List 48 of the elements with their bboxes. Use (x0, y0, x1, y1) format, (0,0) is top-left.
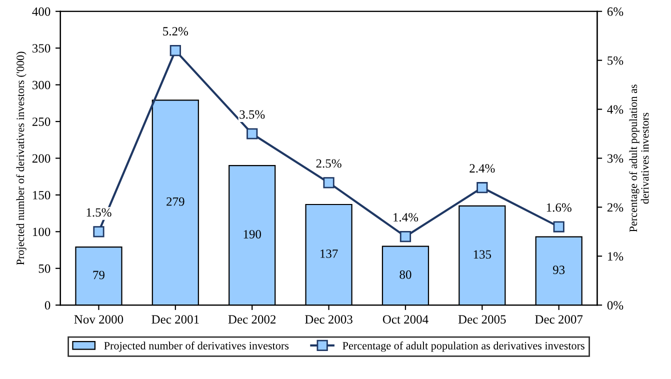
point (323, 177, 334, 188)
data-label: 1.6% (546, 203, 572, 212)
data-label: 79 (93, 270, 104, 280)
y-tick-label: 350 (32, 44, 50, 53)
legend-label: Projected number of derivatives investors (104, 342, 289, 352)
data-label: 279 (166, 197, 184, 206)
data-label: 3.5% (240, 110, 265, 119)
data-label: 1.5% (86, 208, 112, 217)
y2-axis-title: Percentage of adult population as derivatives investors (629, 84, 649, 232)
x-tick-label: Dec 2001 (152, 315, 199, 324)
y-tick-label: 50 (38, 264, 50, 273)
x-tick-label: Dec 2003 (305, 315, 352, 324)
data-label: 80 (400, 270, 412, 279)
data-label: 137 (320, 250, 338, 258)
y-tick-label: 200 (32, 154, 50, 163)
x-tick-label: Dec 2007 (535, 315, 583, 324)
x-tick-label: Nov 2000 (74, 315, 124, 324)
x-tick-label: Dec 2005 (458, 315, 506, 324)
y-tick-label: 400 (32, 7, 50, 16)
data-label: 190 (244, 230, 262, 238)
y2-tick-label: 5% (608, 56, 624, 65)
y2-tick-label: 3% (608, 154, 624, 163)
y2-tick-label: 4% (607, 105, 624, 114)
point (553, 221, 564, 232)
data-label: 2.5% (316, 159, 342, 168)
y-axis-title: Projected number of derivatives investors ('000) (16, 52, 26, 265)
y-tick-label: 150 (33, 190, 50, 200)
data-label: 5.2% (163, 27, 188, 36)
x-tick-label: Oct 2004 (382, 315, 428, 324)
point (93, 226, 104, 238)
y-tick-label: 250 (32, 118, 50, 126)
y2-tick-label: 2% (607, 203, 624, 212)
point (170, 44, 181, 56)
x-tick-label: Dec 2002 (228, 315, 276, 324)
data-label: 1.4% (394, 213, 418, 222)
data-label: 2.4% (470, 164, 495, 173)
y-tick-label: 0 (44, 301, 50, 310)
point (400, 231, 412, 242)
y-tick-label: 100 (33, 228, 50, 236)
y2-tick-label: 1% (608, 252, 624, 261)
point (476, 182, 488, 194)
y2-tick-label: 0% (607, 301, 624, 310)
legend-label: Percentage of adult population as derivatives investors (342, 342, 584, 352)
y-tick-label: 300 (32, 80, 50, 90)
data-label: 93 (553, 266, 565, 274)
y2-tick-label: 6% (607, 7, 624, 16)
point (246, 128, 258, 140)
data-label: 135 (474, 250, 492, 259)
